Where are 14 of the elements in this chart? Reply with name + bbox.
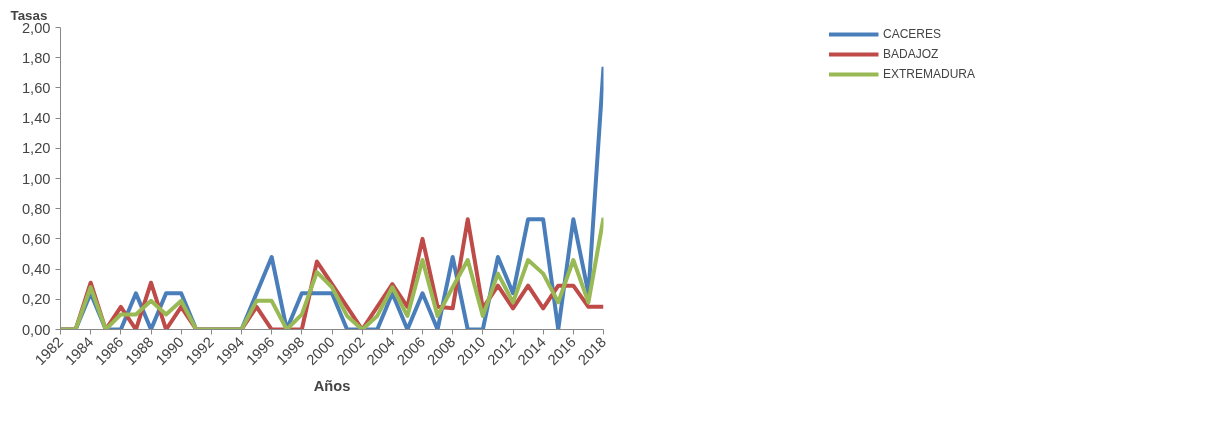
legend-label: CACERES	[882, 27, 942, 41]
y-tick-label: 1,20	[21, 140, 51, 157]
y-tick-label: 1,00	[21, 170, 51, 187]
y-tick-label: 0,00	[21, 321, 51, 338]
legend-label: EXTREMADURA	[882, 67, 976, 81]
x-axis-title: Años	[313, 377, 351, 394]
y-tick-label: 0,60	[21, 230, 51, 247]
y-tick-label: 1,60	[21, 79, 51, 96]
y-tick-label: 0,20	[21, 291, 51, 308]
y-tick-label: 1,80	[21, 49, 51, 66]
y-tick-label: 0,80	[21, 200, 51, 217]
legend-label: BADAJOZ	[882, 47, 939, 61]
y-tick-label: 0,40	[21, 261, 51, 278]
y-tick-label: 1,40	[21, 110, 51, 127]
